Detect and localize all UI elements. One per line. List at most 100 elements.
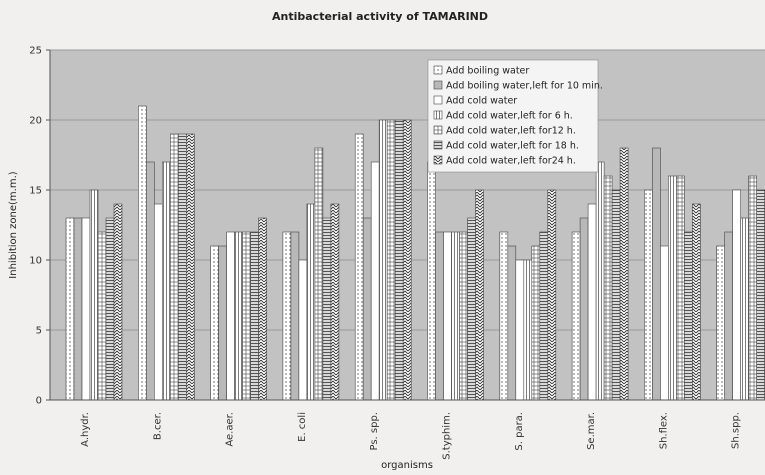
bar bbox=[676, 175, 685, 401]
bar bbox=[531, 245, 541, 401]
legend-item-label: Add boiling water,left for 10 min. bbox=[446, 81, 603, 92]
legend-item-label: Add cold water,left for 6 h. bbox=[446, 111, 573, 122]
bar bbox=[394, 119, 404, 401]
bar bbox=[740, 217, 750, 401]
bar bbox=[523, 259, 533, 401]
x-tick-label: Ps. spp. bbox=[369, 412, 380, 451]
bar bbox=[378, 119, 388, 401]
x-axis-ticks: A.hydr. B.cer. Ae.aer. E. coli Ps. spp. S.typ… bbox=[80, 412, 742, 460]
y-tick-label: 20 bbox=[29, 116, 42, 127]
bar bbox=[250, 231, 259, 401]
bar bbox=[162, 161, 171, 401]
y-tick-label: 25 bbox=[29, 46, 42, 57]
legend-swatch bbox=[433, 140, 443, 150]
bar bbox=[258, 217, 267, 401]
legend-box bbox=[427, 59, 599, 173]
bar bbox=[732, 189, 742, 401]
bar bbox=[370, 161, 380, 401]
legend-item-label: Add cold water,left for12 h. bbox=[446, 126, 576, 137]
bar bbox=[571, 231, 581, 401]
chart-title: Antibacterial activity of TAMARIND bbox=[272, 10, 488, 23]
bar bbox=[386, 119, 396, 401]
y-axis-ticks: 0 5 10 15 20 25 bbox=[29, 46, 50, 407]
bar bbox=[97, 231, 107, 401]
bar bbox=[499, 231, 509, 401]
bar bbox=[467, 217, 476, 401]
bar bbox=[218, 245, 227, 401]
bar bbox=[692, 203, 701, 401]
y-tick-label: 5 bbox=[36, 326, 42, 337]
bar bbox=[322, 217, 332, 401]
bar bbox=[65, 217, 75, 401]
bar bbox=[298, 259, 308, 401]
bar bbox=[611, 189, 621, 401]
bar bbox=[724, 231, 734, 401]
bars bbox=[65, 105, 765, 401]
bar bbox=[507, 245, 517, 401]
bar bbox=[138, 105, 147, 401]
x-tick-label: S.typhim. bbox=[442, 412, 453, 460]
legend-swatch bbox=[433, 155, 443, 165]
bar bbox=[644, 189, 653, 401]
legend-item-label: Add cold water bbox=[446, 96, 517, 107]
y-tick-label: 0 bbox=[36, 396, 42, 407]
y-axis-label: Inhibition zone(m.m.) bbox=[8, 171, 19, 278]
bar bbox=[113, 203, 123, 401]
bar bbox=[314, 147, 324, 401]
bar bbox=[716, 245, 726, 401]
bar bbox=[362, 217, 372, 401]
bar bbox=[668, 175, 677, 401]
x-tick-label: E. coli bbox=[297, 412, 308, 442]
legend: Add boiling water Add boiling water,left … bbox=[427, 59, 603, 173]
bar bbox=[451, 231, 460, 401]
bar bbox=[603, 175, 613, 401]
x-tick-label: Sh.spp. bbox=[731, 412, 742, 449]
x-tick-label: Sh.flex. bbox=[658, 412, 669, 449]
legend-swatch bbox=[433, 95, 443, 105]
bar bbox=[146, 161, 155, 401]
bar bbox=[242, 231, 251, 401]
bar bbox=[354, 133, 364, 401]
bar bbox=[684, 231, 693, 401]
legend-swatch bbox=[433, 110, 443, 120]
x-tick-label: Ae.aer. bbox=[225, 412, 236, 447]
legend-item-label: Add boiling water bbox=[446, 66, 529, 77]
bar bbox=[579, 217, 589, 401]
bar bbox=[756, 189, 765, 401]
y-tick-label: 15 bbox=[29, 186, 42, 197]
bar bbox=[443, 231, 452, 401]
bar bbox=[234, 231, 243, 401]
bar bbox=[290, 231, 300, 401]
bar bbox=[282, 231, 292, 401]
x-tick-label: Se.mar. bbox=[586, 412, 597, 450]
bar bbox=[402, 119, 412, 401]
bar bbox=[660, 245, 669, 401]
bar bbox=[587, 203, 597, 401]
bar bbox=[459, 231, 468, 401]
bar bbox=[748, 175, 758, 401]
bar bbox=[619, 147, 629, 401]
legend-swatch bbox=[433, 65, 443, 75]
bar bbox=[186, 133, 195, 401]
bar bbox=[475, 189, 484, 401]
legend-item-label: Add cold water,left for 18 h. bbox=[446, 141, 579, 152]
x-axis-label: organisms bbox=[381, 460, 433, 471]
bar bbox=[89, 189, 99, 401]
legend-swatch bbox=[433, 80, 443, 90]
bar bbox=[539, 231, 549, 401]
bar bbox=[105, 217, 115, 401]
bar bbox=[210, 245, 219, 401]
legend-swatch bbox=[433, 125, 443, 135]
bar bbox=[226, 231, 235, 401]
bar bbox=[435, 231, 444, 401]
bar bbox=[81, 217, 91, 401]
bar bbox=[330, 203, 340, 401]
y-tick-label: 10 bbox=[29, 256, 42, 267]
x-tick-label: S. para. bbox=[514, 412, 525, 451]
bar bbox=[73, 217, 83, 401]
bar bbox=[306, 203, 316, 401]
x-tick-label: A.hydr. bbox=[80, 412, 91, 447]
bar bbox=[178, 133, 187, 401]
